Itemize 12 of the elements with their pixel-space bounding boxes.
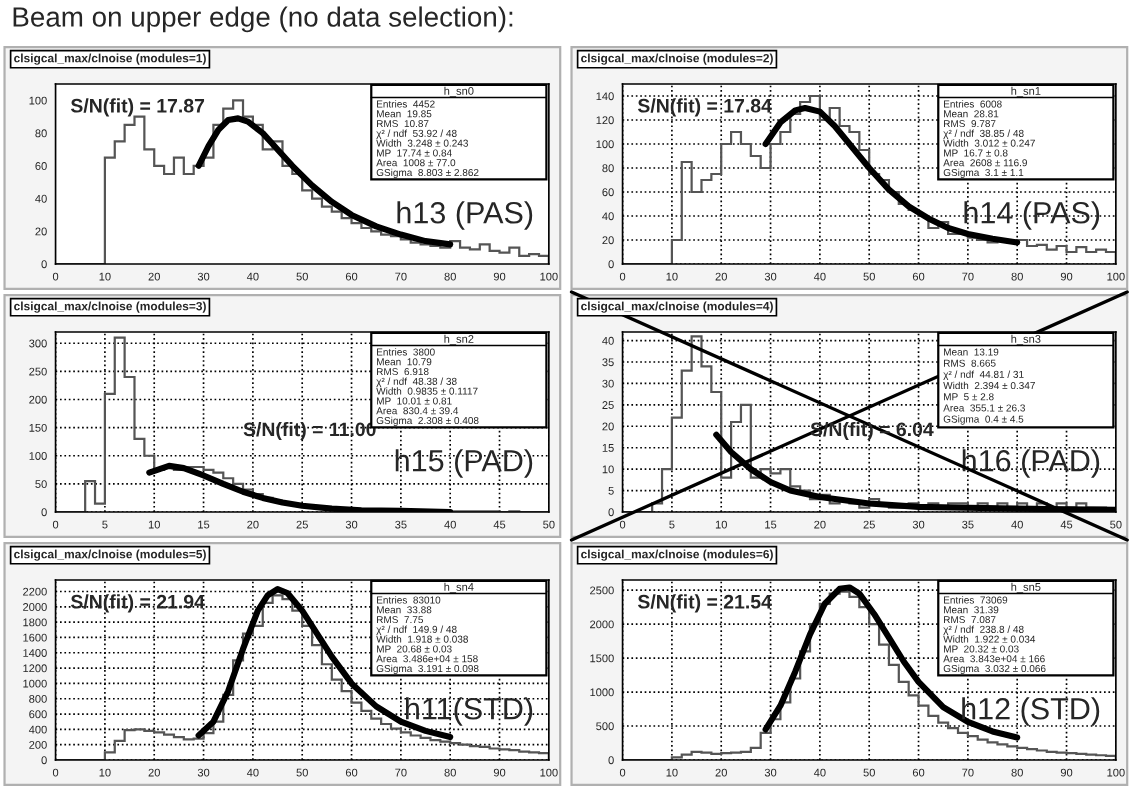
annotation: S/N(fit) = 11.00 bbox=[243, 421, 376, 441]
annotation: S/N(fit) = 21.54 bbox=[637, 594, 772, 613]
annotation: h12 (STD) bbox=[962, 697, 1100, 726]
annotation: h11(STD) bbox=[406, 697, 533, 726]
annotation: S/N(fit) = 17.87 bbox=[70, 98, 205, 117]
annotation: h15 (PAD) bbox=[395, 449, 533, 478]
annotation: S/N(fit) = 17.84 bbox=[637, 98, 772, 117]
annotation: h13 (PAS) bbox=[397, 201, 533, 230]
annotation: S/N(fit) = 21.94 bbox=[70, 594, 205, 613]
annotation: h16 (PAD) bbox=[962, 449, 1100, 478]
annotation: h14 (PAS) bbox=[964, 201, 1100, 230]
chart-title: Beam on upper edge (no data selection): bbox=[13, 6, 513, 33]
